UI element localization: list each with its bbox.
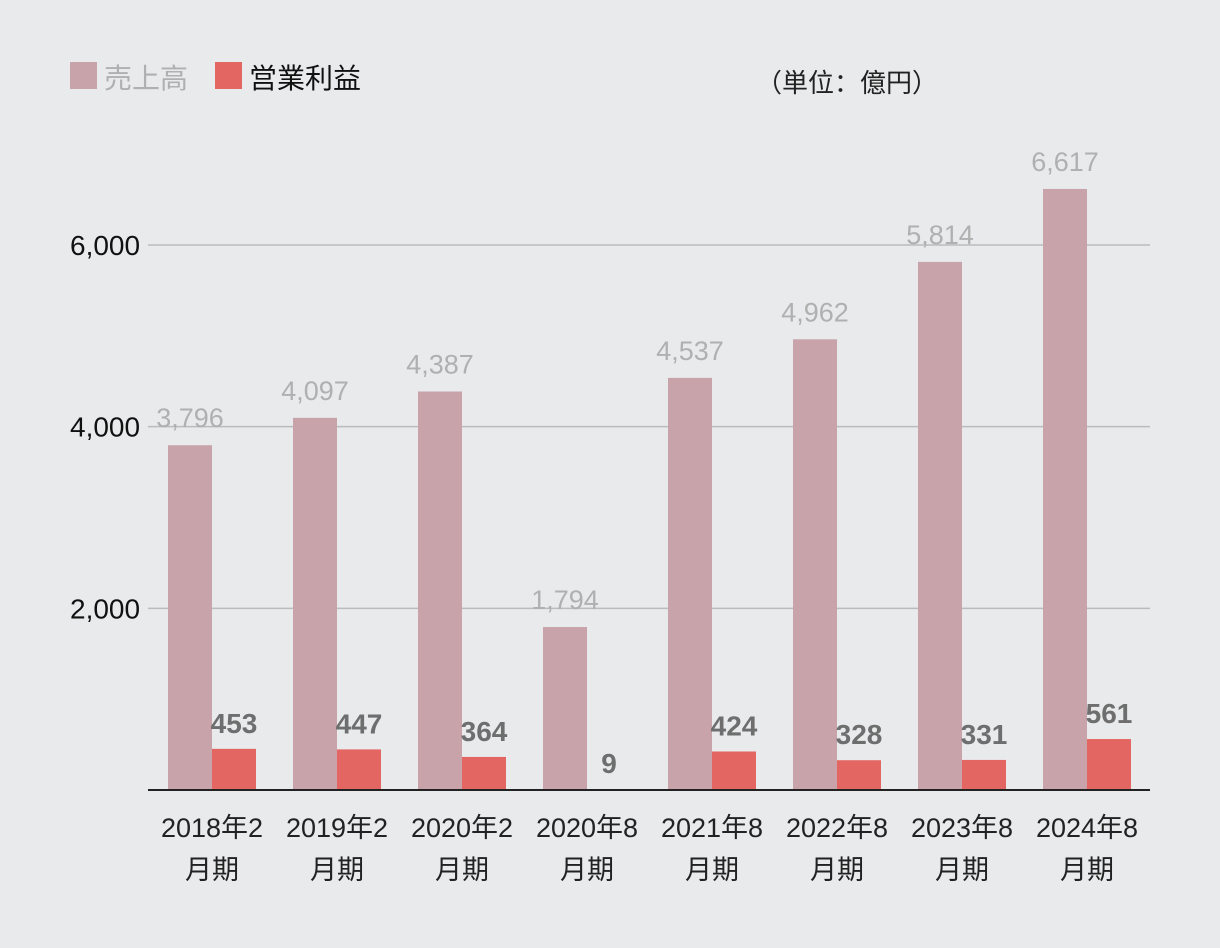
bar-sales <box>543 627 587 790</box>
bar-sales <box>168 445 212 790</box>
data-label-operating-profit: 561 <box>1086 698 1133 729</box>
x-tick-label: 月期 <box>310 855 364 885</box>
data-label-operating-profit: 447 <box>336 708 383 739</box>
data-label-sales: 4,962 <box>781 297 849 327</box>
x-tick-label: 月期 <box>1060 855 1114 885</box>
y-tick-label: 6,000 <box>70 230 140 261</box>
x-tick-label: 月期 <box>185 855 239 885</box>
legend-swatch-1 <box>215 62 242 89</box>
bar-operating-profit <box>1087 739 1131 790</box>
legend: 売上高 営業利益 <box>70 62 361 94</box>
bar-operating-profit <box>337 749 381 790</box>
legend-label-0: 売上高 <box>104 63 188 94</box>
bar-operating-profit <box>837 760 881 790</box>
bar-sales <box>668 377 712 790</box>
bar-operating-profit <box>712 751 756 790</box>
x-tick-label: 月期 <box>560 855 614 885</box>
y-tick-label: 2,000 <box>70 593 140 624</box>
data-label-operating-profit: 424 <box>711 710 758 741</box>
legend-label-1: 営業利益 <box>249 63 361 94</box>
x-tick-label: 2020年8 <box>536 813 638 843</box>
x-tick-label: 月期 <box>435 855 489 885</box>
data-label-sales: 4,097 <box>281 376 349 406</box>
data-label-sales: 4,387 <box>406 350 474 380</box>
legend-swatch-0 <box>70 62 97 89</box>
bar-sales <box>918 261 962 790</box>
data-label-sales: 4,537 <box>656 336 724 366</box>
bar-sales <box>293 417 337 790</box>
data-label-sales: 5,814 <box>906 220 974 250</box>
bar-operating-profit <box>962 759 1006 790</box>
x-tick-label: 月期 <box>935 855 989 885</box>
unit-note: （単位：億円） <box>756 68 938 98</box>
data-label-operating-profit: 453 <box>211 708 258 739</box>
x-tick-label: 2021年8 <box>661 813 763 843</box>
x-tick-label: 2023年8 <box>911 813 1013 843</box>
x-tick-label: 2019年2 <box>286 813 388 843</box>
bar-sales <box>418 391 462 790</box>
bar-operating-profit <box>212 748 256 790</box>
data-label-sales: 1,794 <box>531 585 599 615</box>
bar-sales <box>1043 188 1087 791</box>
x-tick-label: 2024年8 <box>1036 813 1138 843</box>
bar-operating-profit <box>462 756 506 790</box>
x-tick-label: 2020年2 <box>411 813 513 843</box>
bar-sales <box>793 339 837 790</box>
data-label-operating-profit: 328 <box>836 719 883 750</box>
data-label-operating-profit: 9 <box>601 748 617 779</box>
data-label-operating-profit: 364 <box>461 716 508 747</box>
x-tick-label: 月期 <box>810 855 864 885</box>
x-tick-label: 2022年8 <box>786 813 888 843</box>
x-axis: 2018年2 月期 2019年2 月期 2020年2 月期 2020年8 月期 2021年8 月期… <box>148 789 1150 885</box>
bars: 3,796 453 4,097 447 4,387 364 1,794 9 4,537 424 4,… <box>156 147 1133 791</box>
x-tick-label: 2018年2 <box>161 813 263 843</box>
data-label-sales: 6,617 <box>1031 147 1099 177</box>
data-label-sales: 3,796 <box>156 403 224 433</box>
data-label-operating-profit: 331 <box>961 719 1008 750</box>
y-tick-label: 4,000 <box>70 412 140 443</box>
x-tick-label: 月期 <box>685 855 739 885</box>
y-axis: 2,000 4,000 6,000 <box>70 230 140 624</box>
